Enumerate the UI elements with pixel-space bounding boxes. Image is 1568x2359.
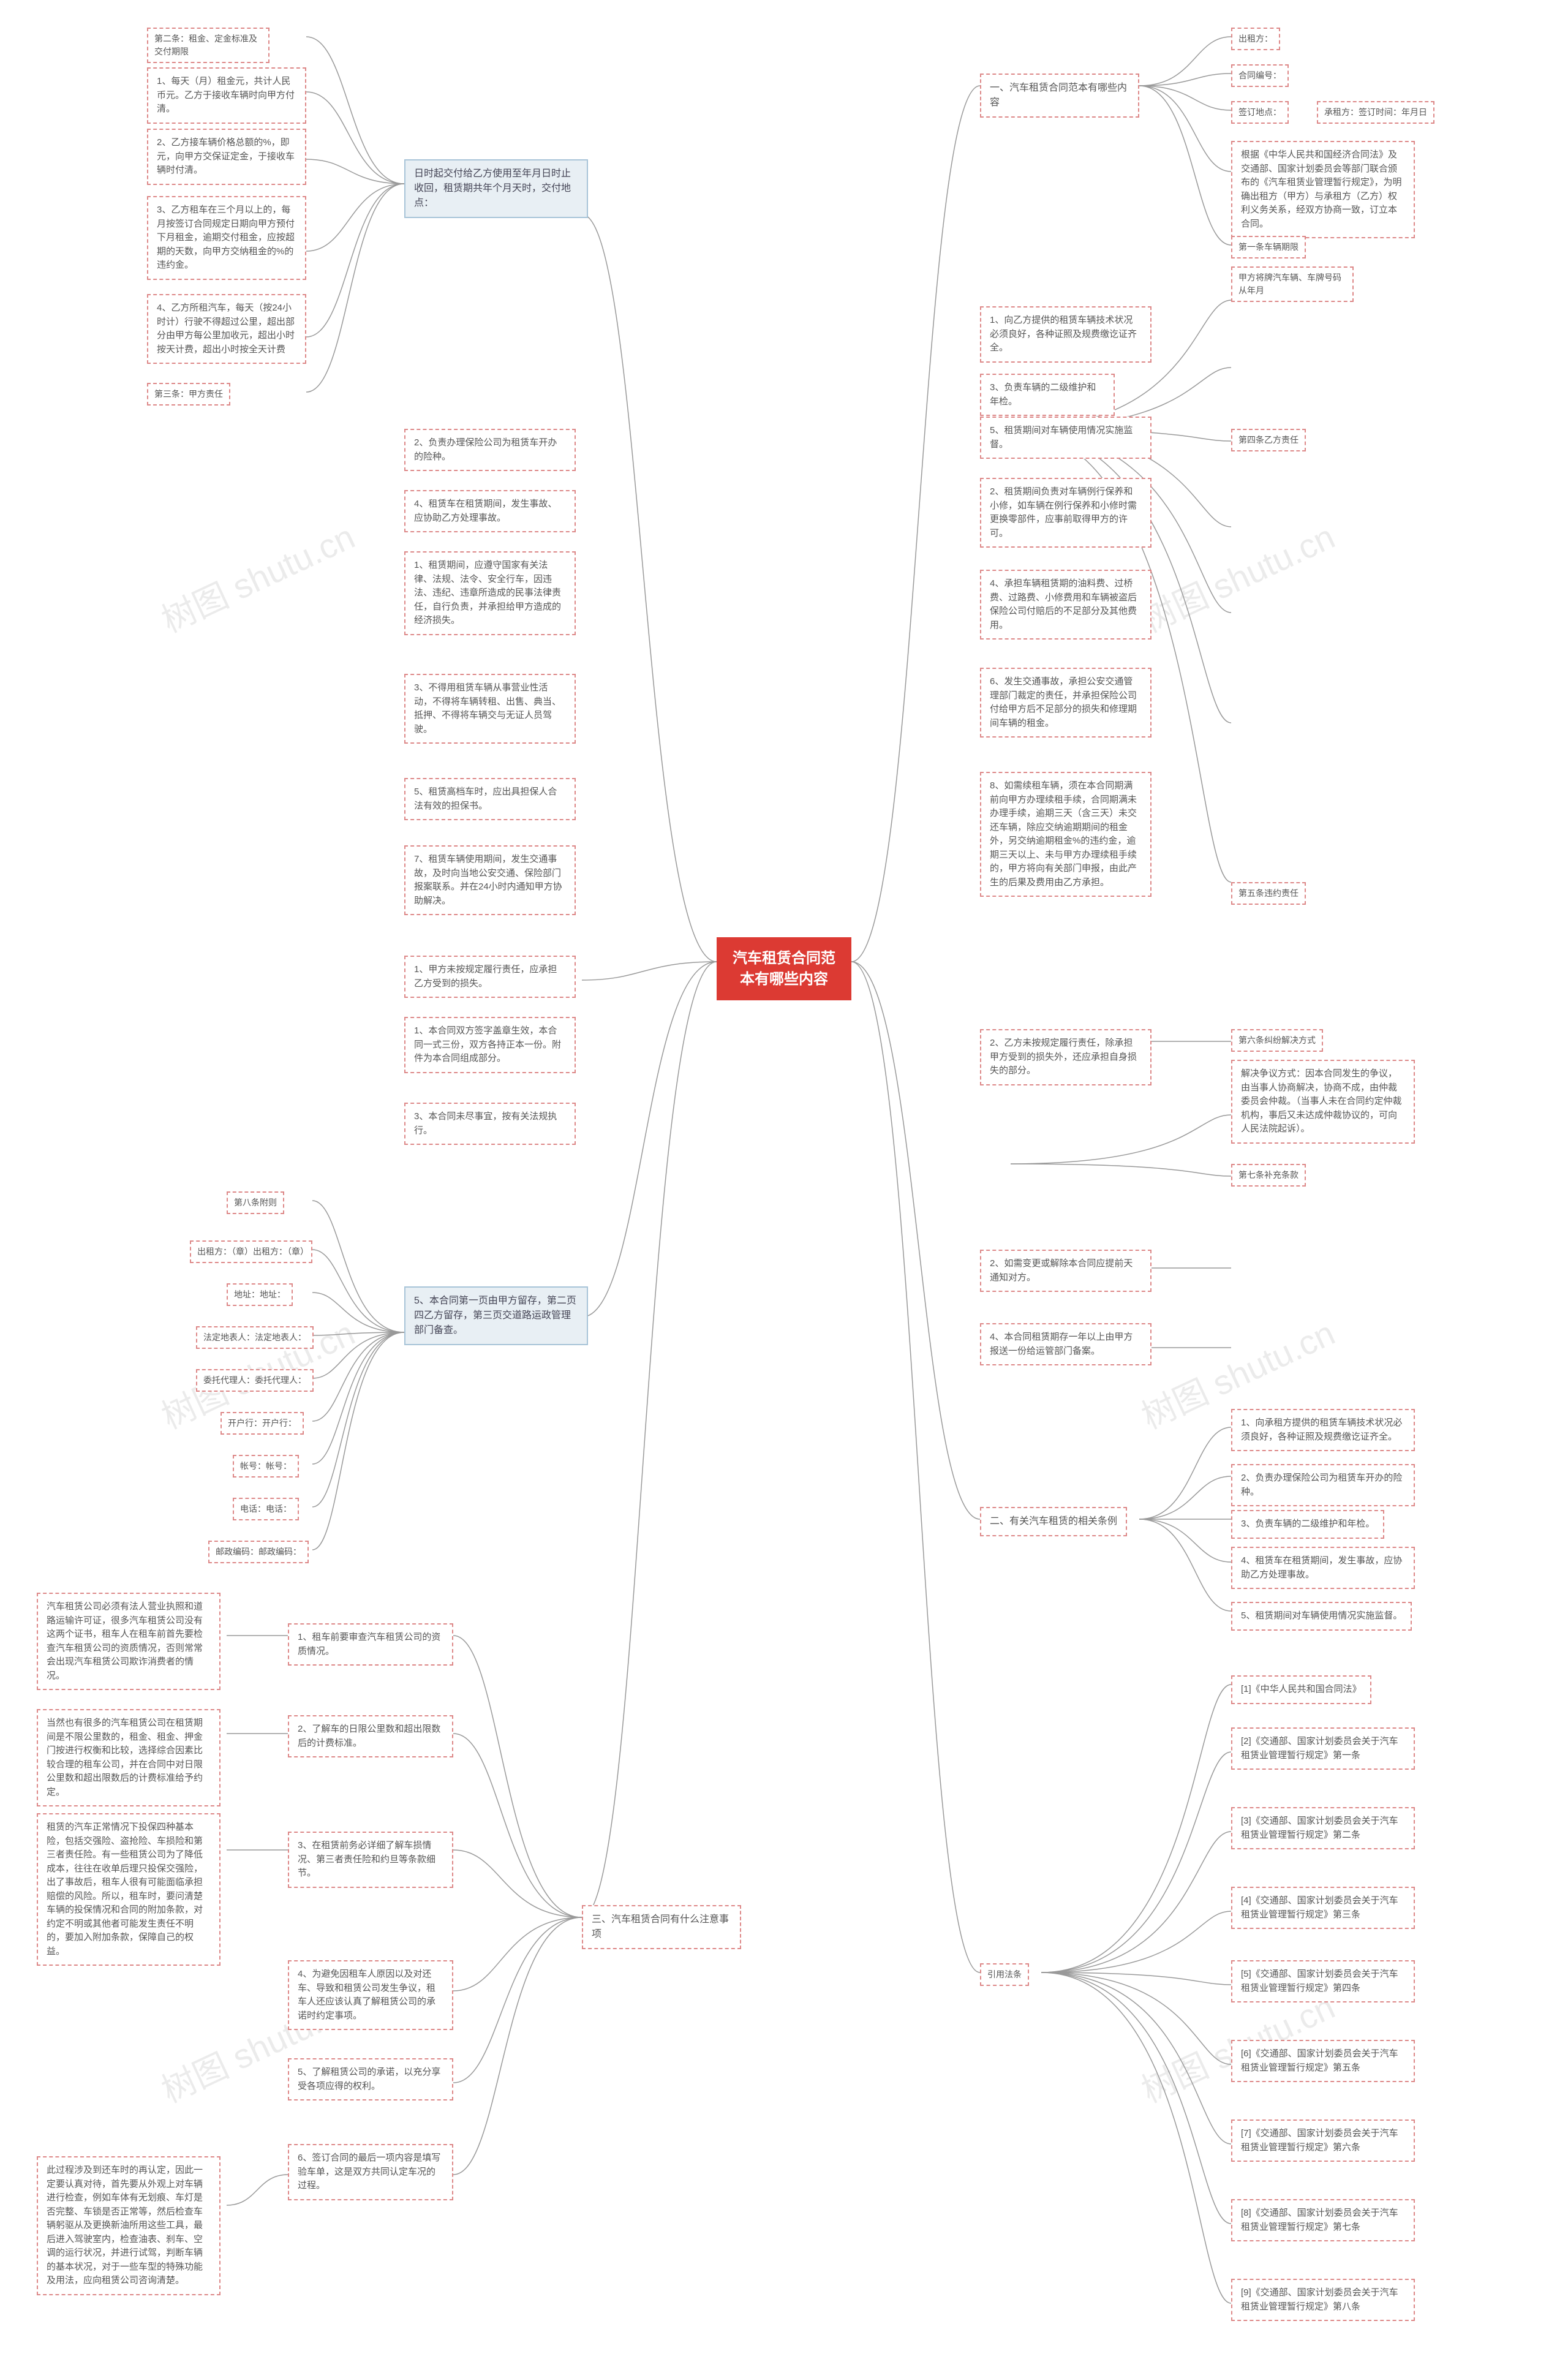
- article-8: 第八条附则: [227, 1191, 284, 1214]
- n3d: 租赁的汽车正常情况下投保四种基本险，包括交强险、盗抢险、车损险和第三者责任险。有…: [37, 1813, 221, 1966]
- l39: 3、本合同未尽事宜，按有关法规执行。: [404, 1103, 576, 1145]
- n2d: 当然也有很多的汽车租赁公司在租赁期间是不限公里数的，租金、租金、押金门按进行权衡…: [37, 1709, 221, 1806]
- law5: [5]《交通部、国家计划委员会关于汽车租赁业管理暂行规定》第四条: [1231, 1960, 1415, 2002]
- l32: 4、租赁车在租赁期间，发生事故、应协助乙方处理事故。: [404, 490, 576, 532]
- section-4: 引用法条: [980, 1963, 1029, 1986]
- r1: 1、向乙方提供的租赁车辆技术状况必须良好，各种证照及规费缴讫证齐全。: [980, 306, 1152, 363]
- article-3: 第三条：甲方责任: [147, 383, 230, 406]
- l33: 1、租赁期间，应遵守国家有关法律、法规、法令、安全行车，因违法、违纪、违章所造成…: [404, 551, 576, 635]
- n6: 6、签订合同的最后一项内容是填写验车单，这是双方共同认定车况的过程。: [288, 2144, 453, 2200]
- sig2: 地址：地址：: [227, 1283, 293, 1306]
- sig6: 帐号：帐号：: [233, 1455, 299, 1478]
- article-7: 第七条补充条款: [1231, 1164, 1306, 1187]
- law3: [3]《交通部、国家计划委员会关于汽车租赁业管理暂行规定》第二条: [1231, 1807, 1415, 1849]
- l23: 3、乙方租车在三个月以上的，每月按签订合同规定日期向甲方预付下月租金，逾期交付租…: [147, 196, 306, 280]
- s2-1: 1、向承租方提供的租赁车辆技术状况必须良好，各种证照及规费缴讫证齐全。: [1231, 1409, 1415, 1451]
- r3: 5、租赁期间对车辆使用情况实施监督。: [980, 417, 1152, 459]
- watermark: 树图 shutu.cn: [1133, 510, 1342, 643]
- left-top-blue: 日时起交付给乙方使用至年月日时止收回，租赁期共年个月天时，交付地点：: [404, 159, 588, 218]
- r-top3b: 承租方：签订时间：年月日: [1317, 101, 1434, 124]
- law7: [7]《交通部、国家计划委员会关于汽车租赁业管理暂行规定》第六条: [1231, 2119, 1415, 2162]
- root-node: 汽车租赁合同范本有哪些内容: [717, 937, 851, 1000]
- l31: 2、负责办理保险公司为租赁车开办的险种。: [404, 429, 576, 471]
- l24: 4、乙方所租汽车，每天（按24小时计）行驶不得超过公里，超出部分由甲方每公里加收…: [147, 294, 306, 364]
- article-1: 第一条车辆期限: [1231, 236, 1306, 259]
- l22: 2、乙方接车辆价格总额的%，即元，向甲方交保证定金，于接收车辆时付清。: [147, 129, 306, 185]
- r2: 3、负责车辆的二级维护和年检。: [980, 374, 1115, 416]
- n1: 1、租车前要审查汽车租赁公司的资质情况。: [288, 1623, 453, 1666]
- r7: 8、如需续租车辆，须在本合同期满前向甲方办理续租手续，合同期满未办理手续，逾期三…: [980, 772, 1152, 897]
- r5: 4、承担车辆租赁期的油料费、过桥费、过路费、小修费用和车辆被盗后保险公司付赔后的…: [980, 570, 1152, 640]
- watermark: 树图 shutu.cn: [153, 510, 362, 643]
- l36: 7、租赁车辆使用期间，发生交通事故，及时向当地公安交通、保险部门报案联系。并在2…: [404, 845, 576, 915]
- r8: 2、乙方未按规定履行责任，除承担甲方受到的损失外，还应承担自身损失的部分。: [980, 1029, 1152, 1085]
- section-1: 一、汽车租赁合同范本有哪些内容: [980, 74, 1139, 118]
- l21: 1、每天（月）租金元，共计人民币元。乙方于接收车辆时向甲方付清。: [147, 67, 306, 124]
- sig3: 法定地表人：法定地表人：: [196, 1326, 314, 1349]
- article-2: 第二条：租金、定金标准及交付期限: [147, 28, 270, 63]
- article-6: 第六条纠纷解决方式: [1231, 1029, 1323, 1052]
- sig1: 出租方：（章）出租方：（章）: [190, 1240, 312, 1263]
- r-top2: 合同编号：: [1231, 64, 1289, 87]
- l38: 1、本合同双方签字盖章生效，本合同一式三份，双方各持正本一份。附件为本合同组成部…: [404, 1017, 576, 1073]
- r-top4: 根据《中华人民共和国经济合同法》及交通部、国家计划委员会等部门联合颁布的《汽车租…: [1231, 141, 1415, 238]
- r-top1: 出租方：: [1231, 28, 1280, 50]
- law1: [1]《中华人民共和国合同法》: [1231, 1675, 1371, 1704]
- sig8: 邮政编码：邮政编码：: [208, 1541, 309, 1563]
- r10: 2、如需变更或解除本合同应提前天通知对方。: [980, 1250, 1152, 1292]
- law9: [9]《交通部、国家计划委员会关于汽车租赁业管理暂行规定》第八条: [1231, 2279, 1415, 2321]
- section-3: 三、汽车租赁合同有什么注意事项: [582, 1905, 741, 1949]
- l35: 5、租赁高档车时，应出具担保人合法有效的担保书。: [404, 778, 576, 820]
- n2: 2、了解车的日限公里数和超出限数后的计费标准。: [288, 1715, 453, 1757]
- sig5: 开户行：开户行：: [221, 1412, 304, 1435]
- r-art1a: 甲方将牌汽车辆、车牌号码从年月: [1231, 266, 1354, 302]
- r4: 2、租赁期间负责对车辆例行保养和小修，如车辆在例行保养和小修时需更换零部件，应事…: [980, 478, 1152, 548]
- n5: 5、了解租赁公司的承诺，以充分享受各项应得的权利。: [288, 2058, 453, 2100]
- law2: [2]《交通部、国家计划委员会关于汽车租赁业管理暂行规定》第一条: [1231, 1727, 1415, 1770]
- r11: 4、本合同租赁期存一年以上由甲方报送一份给运管部门备案。: [980, 1323, 1152, 1365]
- n3: 3、在租赁前务必详细了解车损情况、第三者责任险和约旦等条款细节。: [288, 1832, 453, 1888]
- l37: 1、甲方未按规定履行责任，应承担乙方受到的损失。: [404, 956, 576, 998]
- law6: [6]《交通部、国家计划委员会关于汽车租赁业管理暂行规定》第五条: [1231, 2040, 1415, 2082]
- n6d: 此过程涉及到还车时的再认定，因此一定要认真对待，首先要从外观上对车辆进行检查，例…: [37, 2156, 221, 2295]
- sig7: 电话：电话：: [233, 1498, 299, 1520]
- law8: [8]《交通部、国家计划委员会关于汽车租赁业管理暂行规定》第七条: [1231, 2199, 1415, 2241]
- n4: 4、为避免因租车人原因以及对还车、导致和租赁公司发生争议，租车人还应该认真了解租…: [288, 1960, 453, 2030]
- left-mid-blue: 5、本合同第一页由甲方留存，第二页四乙方留存，第三页交道路运政管理部门备查。: [404, 1286, 588, 1345]
- sig4: 委托代理人：委托代理人：: [196, 1369, 314, 1392]
- l34: 3、不得用租赁车辆从事营业性活动，不得将车辆转租、出售、典当、抵押、不得将车辆交…: [404, 674, 576, 744]
- section-2: 二、有关汽车租赁的相关条例: [980, 1507, 1127, 1536]
- article-5: 第五条违约责任: [1231, 882, 1306, 905]
- r9: 解决争议方式：因本合同发生的争议，由当事人协商解决，协商不成，由仲裁委员会仲裁。…: [1231, 1060, 1415, 1144]
- s2-5: 5、租赁期间对车辆使用情况实施监督。: [1231, 1602, 1412, 1631]
- s2-2: 2、负责办理保险公司为租赁车开办的险种。: [1231, 1464, 1415, 1506]
- s2-3: 3、负责车辆的二级维护和年检。: [1231, 1510, 1384, 1539]
- s2-4: 4、租赁车在租赁期间，发生事故，应协助乙方处理事故。: [1231, 1547, 1415, 1589]
- r-top3a: 签订地点：: [1231, 101, 1289, 124]
- law4: [4]《交通部、国家计划委员会关于汽车租赁业管理暂行规定》第三条: [1231, 1887, 1415, 1929]
- n1d: 汽车租赁公司必须有法人营业执照和道路运输许可证，很多汽车租赁公司没有这两个证书，…: [37, 1593, 221, 1690]
- article-4: 第四条乙方责任: [1231, 429, 1306, 451]
- r6: 6、发生交通事故，承担公安交通管理部门裁定的责任，并承担保险公司付给甲方后不足部…: [980, 668, 1152, 738]
